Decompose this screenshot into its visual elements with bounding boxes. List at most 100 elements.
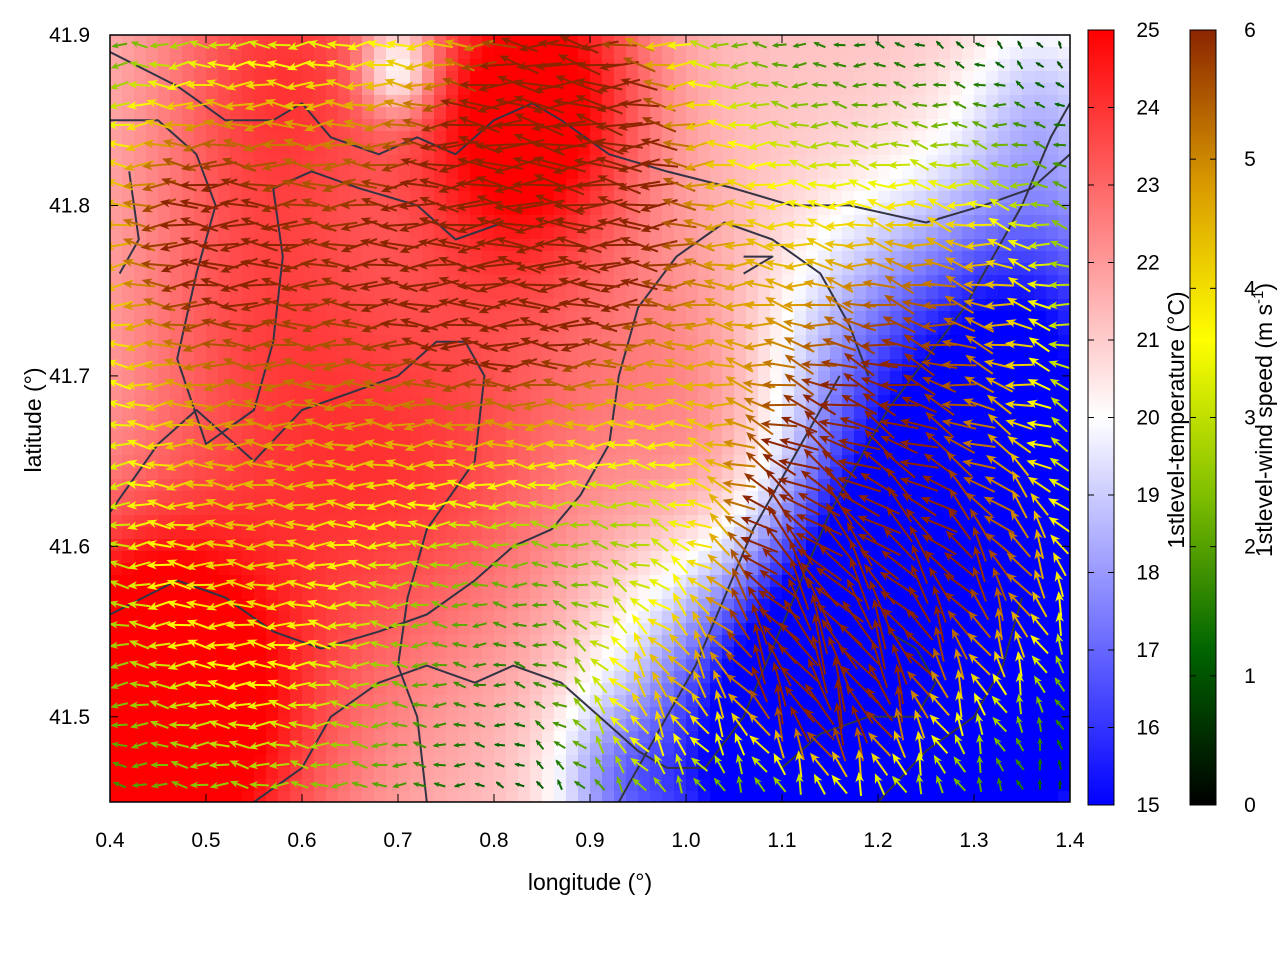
heatmap-cell xyxy=(338,587,351,600)
heatmap-cell xyxy=(722,407,735,420)
heatmap-cell xyxy=(302,707,315,720)
heatmap-cell xyxy=(878,107,891,120)
heatmap-cell xyxy=(170,107,183,120)
heatmap-cell xyxy=(878,347,891,360)
heatmap-cell xyxy=(1022,743,1035,756)
heatmap-cell xyxy=(1010,767,1023,780)
heatmap-cell xyxy=(266,551,279,564)
heatmap-cell xyxy=(230,71,243,84)
heatmap-cell xyxy=(902,407,915,420)
heatmap-cell xyxy=(254,287,267,300)
heatmap-cell xyxy=(362,671,375,684)
heatmap-cell xyxy=(122,131,135,144)
heatmap-cell xyxy=(194,551,207,564)
heatmap-cell xyxy=(254,347,267,360)
heatmap-cell xyxy=(746,767,759,780)
heatmap-cell xyxy=(602,227,615,240)
heatmap-cell xyxy=(146,107,159,120)
heatmap-cell xyxy=(422,443,435,456)
heatmap-cell xyxy=(110,167,123,180)
heatmap-cell xyxy=(926,287,939,300)
heatmap-cell xyxy=(1034,191,1047,204)
heatmap-cell xyxy=(182,623,195,636)
heatmap-cell xyxy=(290,179,303,192)
heatmap-cell xyxy=(362,47,375,60)
heatmap-cell xyxy=(830,227,843,240)
heatmap-cell xyxy=(362,335,375,348)
heatmap-cell xyxy=(122,719,135,732)
heatmap-cell xyxy=(698,167,711,180)
heatmap-cell xyxy=(122,287,135,300)
heatmap-cell xyxy=(554,431,567,444)
heatmap-cell xyxy=(494,587,507,600)
heatmap-cell xyxy=(974,407,987,420)
heatmap-cell xyxy=(314,791,327,802)
heatmap-cell xyxy=(398,71,411,84)
heatmap-cell xyxy=(506,131,519,144)
heatmap-cell xyxy=(182,443,195,456)
heatmap-cell xyxy=(1034,107,1047,120)
heatmap-cell xyxy=(422,311,435,324)
heatmap-cell xyxy=(842,119,855,132)
heatmap-cell xyxy=(518,551,531,564)
heatmap-cell xyxy=(710,287,723,300)
heatmap-cell xyxy=(230,431,243,444)
heatmap-cell xyxy=(230,527,243,540)
heatmap-cell xyxy=(278,491,291,504)
heatmap-cell xyxy=(218,707,231,720)
heatmap-cell xyxy=(650,527,663,540)
heatmap-cell xyxy=(158,791,171,802)
heatmap-cell xyxy=(482,587,495,600)
heatmap-cell xyxy=(170,707,183,720)
heatmap-cell xyxy=(302,767,315,780)
heatmap-cell xyxy=(338,407,351,420)
heatmap-cell xyxy=(242,311,255,324)
heatmap-cell xyxy=(758,167,771,180)
heatmap-cell xyxy=(662,407,675,420)
heatmap-cell xyxy=(674,107,687,120)
heatmap-cell xyxy=(170,47,183,60)
heatmap-cell xyxy=(950,371,963,384)
heatmap-cell xyxy=(362,467,375,480)
heatmap-cell xyxy=(110,131,123,144)
heatmap-cell xyxy=(818,191,831,204)
heatmap-cell xyxy=(794,71,807,84)
heatmap-cell xyxy=(794,227,807,240)
heatmap-cell xyxy=(446,47,459,60)
heatmap-cell xyxy=(338,647,351,660)
heatmap-cell xyxy=(770,587,783,600)
heatmap-cell xyxy=(806,47,819,60)
heatmap-cell xyxy=(434,107,447,120)
heatmap-cell xyxy=(566,779,579,792)
heatmap-cell xyxy=(902,719,915,732)
heatmap-cell xyxy=(614,311,627,324)
heatmap-cell xyxy=(122,587,135,600)
heatmap-cell xyxy=(218,227,231,240)
heatmap-cell xyxy=(338,71,351,84)
heatmap-cell xyxy=(242,671,255,684)
heatmap-cell xyxy=(998,47,1011,60)
heatmap-cell xyxy=(698,707,711,720)
heatmap-cell xyxy=(494,311,507,324)
heatmap-cell xyxy=(206,287,219,300)
heatmap-cell xyxy=(134,131,147,144)
heatmap-cell xyxy=(986,503,999,516)
heatmap-cell xyxy=(938,131,951,144)
heatmap-cell xyxy=(494,731,507,744)
heatmap-cell xyxy=(938,347,951,360)
heatmap-cell xyxy=(626,131,639,144)
heatmap-cell xyxy=(890,671,903,684)
heatmap-cell xyxy=(278,731,291,744)
heatmap-cell xyxy=(110,467,123,480)
heatmap-cell xyxy=(530,347,543,360)
heatmap-cell xyxy=(290,227,303,240)
heatmap-cell xyxy=(206,467,219,480)
heatmap-cell xyxy=(998,287,1011,300)
heatmap-cell xyxy=(182,527,195,540)
heatmap-cell xyxy=(266,371,279,384)
heatmap-cell xyxy=(134,191,147,204)
heatmap-cell xyxy=(566,467,579,480)
heatmap-cell xyxy=(794,191,807,204)
heatmap-cell xyxy=(254,707,267,720)
heatmap-cell xyxy=(818,71,831,84)
